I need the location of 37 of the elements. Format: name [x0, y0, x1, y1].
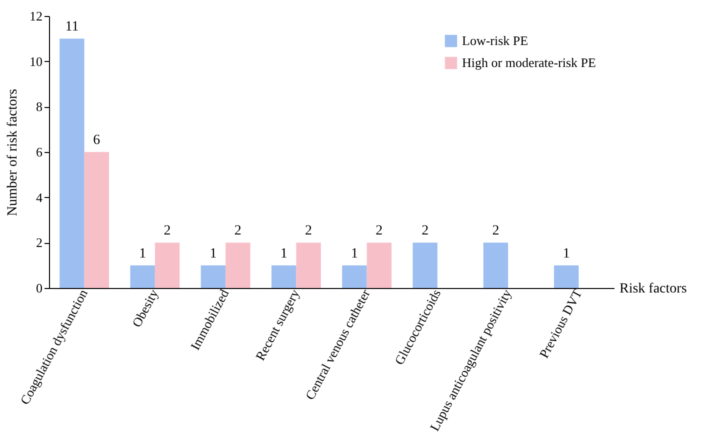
data-label: 1 — [350, 246, 358, 262]
bar — [154, 242, 180, 288]
y-tick-label: 6 — [36, 144, 43, 160]
bar — [366, 242, 392, 288]
bar — [200, 265, 226, 288]
bar — [554, 265, 579, 288]
y-axis-title: Number of risk factors — [6, 88, 20, 216]
y-tick-label: 0 — [36, 280, 42, 296]
data-label: 2 — [422, 224, 429, 239]
data-label: 1 — [139, 246, 146, 262]
bar — [130, 265, 155, 288]
bar — [412, 242, 438, 288]
y-tick-label: 10 — [30, 54, 42, 69]
data-label: 2 — [376, 224, 383, 239]
bar — [60, 38, 84, 288]
data-label: 2 — [305, 224, 312, 239]
legend-label: High or moderate-risk PE — [462, 55, 596, 70]
bar — [84, 152, 110, 288]
legend-label: Low-risk PE — [462, 33, 528, 48]
data-label: 1 — [562, 246, 570, 262]
x-axis-title: Risk factors — [620, 282, 687, 296]
y-tick-label: 2 — [36, 235, 42, 250]
data-label: 2 — [164, 224, 171, 239]
bar — [296, 242, 321, 288]
data-label: 2 — [234, 224, 242, 239]
bar — [271, 265, 296, 288]
data-label: 11 — [65, 20, 79, 35]
bar — [226, 242, 250, 288]
data-label: 6 — [93, 133, 100, 148]
data-label: 2 — [492, 224, 500, 239]
data-label: 1 — [280, 246, 288, 262]
y-tick-label: 4 — [36, 190, 43, 205]
bar — [342, 265, 367, 288]
data-label: 1 — [210, 246, 217, 262]
bar — [483, 242, 508, 288]
y-tick-label: 8 — [36, 99, 42, 114]
y-tick-label: 12 — [30, 8, 42, 24]
